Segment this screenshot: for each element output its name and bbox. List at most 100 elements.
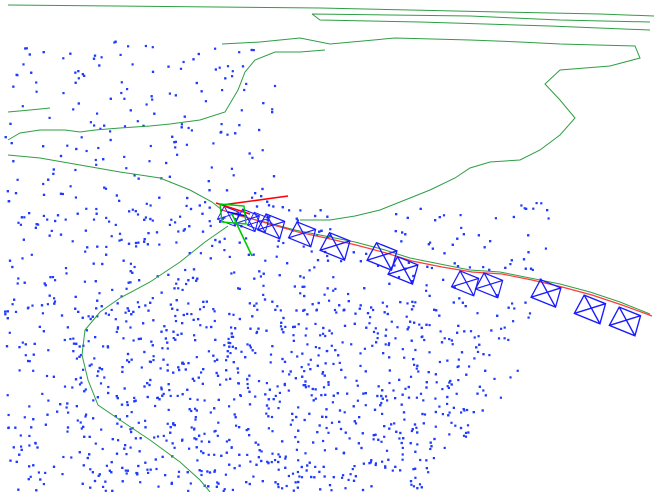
map-point [168, 389, 171, 392]
keyframe-frustum [246, 211, 270, 233]
map-point [213, 310, 216, 313]
map-point [356, 399, 359, 402]
map-point [240, 350, 243, 353]
map-point [53, 302, 56, 305]
map-point [108, 469, 111, 472]
map-point [245, 237, 248, 240]
map-point [83, 435, 86, 438]
map-point [448, 411, 451, 414]
map-point [190, 129, 193, 132]
map-point [224, 473, 227, 476]
map-point [309, 358, 312, 361]
trajectory-left-branch [7, 49, 326, 141]
map-point [199, 252, 202, 255]
map-point [458, 297, 461, 300]
map-point [9, 122, 12, 125]
map-point [395, 213, 398, 216]
map-point [407, 396, 411, 399]
map-point [41, 392, 44, 395]
map-point [181, 322, 184, 325]
map-point [372, 438, 375, 441]
map-point [302, 276, 305, 279]
map-point [198, 204, 201, 207]
map-point [327, 381, 330, 384]
map-point [20, 445, 23, 448]
map-point [238, 317, 241, 321]
map-point [258, 270, 261, 273]
map-point [500, 327, 503, 330]
map-point [171, 135, 174, 138]
map-point [54, 279, 57, 282]
map-point [525, 207, 528, 210]
map-point [232, 361, 235, 364]
map-point [127, 309, 130, 312]
map-point [231, 70, 234, 73]
map-point [241, 65, 245, 68]
map-point [488, 354, 491, 357]
map-point [194, 416, 197, 419]
map-point [160, 291, 163, 294]
map-point [353, 420, 356, 423]
keyframes-layer [216, 205, 642, 337]
map-point [274, 459, 277, 462]
map-point [170, 482, 173, 485]
map-point [228, 345, 231, 348]
map-point [79, 421, 82, 424]
map-point [115, 194, 118, 197]
map-point [168, 223, 171, 226]
map-point [227, 341, 230, 344]
map-point [532, 207, 535, 210]
map-point [191, 276, 195, 279]
map-point [394, 337, 397, 340]
map-point [473, 357, 476, 360]
map-point [123, 447, 126, 450]
map-point [23, 281, 26, 284]
map-point [428, 324, 431, 327]
map-point [70, 456, 73, 459]
map-point [208, 471, 212, 474]
map-point [200, 470, 203, 473]
map-point [124, 444, 127, 447]
map-point [208, 206, 211, 209]
map-point [220, 123, 223, 126]
map-point [228, 405, 231, 408]
map-point [185, 143, 188, 146]
map-point [172, 423, 175, 426]
map-point [10, 142, 13, 145]
map-point [24, 354, 27, 357]
map-point [304, 386, 307, 389]
map-point [352, 251, 355, 254]
map-point [478, 385, 481, 388]
map-point [277, 407, 280, 410]
map-point [93, 357, 96, 360]
map-point [147, 232, 150, 235]
map-point [333, 308, 337, 312]
map-point [316, 259, 320, 262]
map-point [201, 382, 204, 385]
map-point [31, 304, 34, 307]
map-point [306, 313, 309, 316]
map-point [216, 434, 219, 437]
map-point [78, 345, 81, 348]
map-point [21, 257, 24, 260]
keyframe-frustum [530, 278, 562, 309]
keyframe-frustum [387, 255, 419, 286]
map-point [145, 103, 148, 106]
map-point [303, 418, 306, 422]
map-point [86, 456, 89, 460]
map-point [177, 366, 180, 369]
map-point [213, 430, 216, 433]
map-point [226, 350, 229, 353]
map-point [319, 334, 322, 337]
map-point [116, 327, 119, 330]
map-point [215, 371, 218, 375]
map-point [44, 471, 47, 474]
map-point [30, 426, 33, 429]
map-point [121, 366, 124, 369]
map-point [84, 229, 87, 232]
map-point [316, 364, 319, 367]
map-point [475, 346, 478, 349]
map-point [85, 413, 88, 416]
